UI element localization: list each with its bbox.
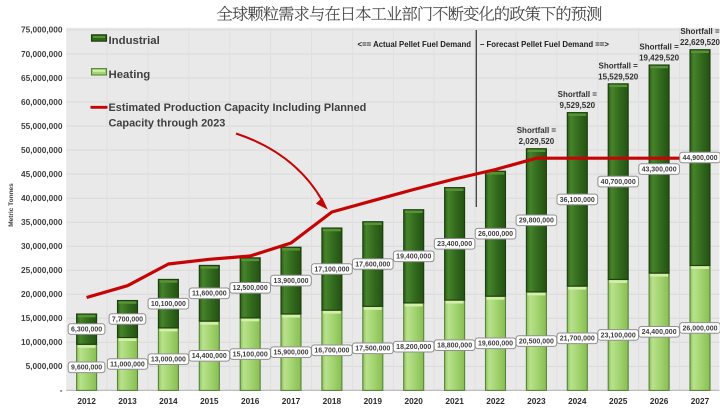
svg-text:Metric Tonnes: Metric Tonnes: [8, 183, 15, 227]
svg-text:43,300,000: 43,300,000: [642, 167, 677, 174]
svg-text:2018: 2018: [323, 396, 342, 406]
svg-text:44,900,000: 44,900,000: [682, 155, 717, 162]
svg-text:5,000,000: 5,000,000: [26, 361, 63, 371]
svg-text:65,000,000: 65,000,000: [21, 73, 63, 83]
svg-text:2026: 2026: [650, 396, 669, 406]
svg-text:2021: 2021: [445, 396, 464, 406]
svg-text:25,000,000: 25,000,000: [21, 265, 63, 275]
svg-text:10,100,000: 10,100,000: [151, 301, 186, 308]
svg-text:11,600,000: 11,600,000: [192, 291, 227, 298]
svg-text:19,429,520: 19,429,520: [639, 54, 680, 63]
svg-text:7,700,000: 7,700,000: [112, 316, 143, 323]
svg-text:10,000,000: 10,000,000: [21, 337, 63, 347]
svg-text:2022: 2022: [486, 396, 505, 406]
svg-text:Heating: Heating: [109, 69, 151, 81]
svg-text:40,700,000: 40,700,000: [601, 179, 636, 186]
svg-text:2023: 2023: [527, 396, 546, 406]
svg-text:17,100,000: 17,100,000: [314, 266, 349, 273]
svg-text:26,000,000: 26,000,000: [682, 325, 717, 332]
svg-text:23,100,000: 23,100,000: [601, 332, 636, 339]
svg-text:2017: 2017: [282, 396, 301, 406]
svg-text:2024: 2024: [568, 396, 587, 406]
svg-text:14,400,000: 14,400,000: [192, 353, 227, 360]
svg-text:29,800,000: 29,800,000: [519, 218, 554, 225]
svg-text:50,000,000: 50,000,000: [21, 145, 63, 155]
svg-text:11,000,000: 11,000,000: [110, 361, 145, 368]
svg-text:2019: 2019: [364, 396, 383, 406]
svg-text:15,100,000: 15,100,000: [233, 352, 268, 359]
svg-text:19,400,000: 19,400,000: [396, 254, 431, 261]
svg-text:26,000,000: 26,000,000: [478, 231, 513, 238]
svg-text:13,900,000: 13,900,000: [273, 278, 308, 285]
svg-text:Shortfall =: Shortfall =: [517, 126, 557, 135]
svg-text:24,400,000: 24,400,000: [642, 329, 677, 336]
svg-text:Shortfall =: Shortfall =: [558, 90, 598, 99]
svg-text:2020: 2020: [404, 396, 423, 406]
svg-text:75,000,000: 75,000,000: [21, 25, 63, 35]
svg-text:18,800,000: 18,800,000: [437, 343, 472, 350]
svg-text:15,529,520: 15,529,520: [598, 72, 639, 81]
svg-text:9,600,000: 9,600,000: [71, 365, 102, 372]
svg-text:15,900,000: 15,900,000: [273, 350, 308, 357]
svg-text:2012: 2012: [77, 396, 96, 406]
svg-text:13,000,000: 13,000,000: [151, 357, 186, 364]
svg-text:2014: 2014: [159, 396, 178, 406]
svg-text:6,300,000: 6,300,000: [71, 327, 102, 334]
svg-text:19,600,000: 19,600,000: [478, 341, 513, 348]
svg-text:17,600,000: 17,600,000: [355, 261, 390, 268]
svg-text:21,700,000: 21,700,000: [560, 336, 595, 343]
svg-text:70,000,000: 70,000,000: [21, 49, 63, 59]
svg-text:15,000,000: 15,000,000: [21, 313, 63, 323]
svg-text:18,200,000: 18,200,000: [396, 344, 431, 351]
svg-text:2013: 2013: [118, 396, 137, 406]
svg-text:Industrial: Industrial: [109, 35, 160, 47]
svg-text:– Forecast Pellet Fuel Demand: – Forecast Pellet Fuel Demand ==>: [480, 40, 609, 49]
svg-text:Shortfall =: Shortfall =: [599, 61, 639, 70]
svg-text:55,000,000: 55,000,000: [21, 121, 63, 131]
svg-text:9,529,520: 9,529,520: [560, 101, 596, 110]
svg-text:60,000,000: 60,000,000: [21, 97, 63, 107]
svg-text:Shortfall =: Shortfall =: [639, 43, 679, 52]
svg-text:35,000,000: 35,000,000: [21, 217, 63, 227]
svg-text:-: -: [60, 385, 63, 395]
svg-text:22,629,520: 22,629,520: [680, 38, 720, 47]
svg-text:2027: 2027: [691, 396, 710, 406]
svg-text:2025: 2025: [609, 396, 628, 406]
svg-text:2016: 2016: [241, 396, 260, 406]
svg-text:Shortfall =: Shortfall =: [680, 27, 720, 36]
svg-text:20,000,000: 20,000,000: [21, 289, 63, 299]
svg-text:36,100,000: 36,100,000: [560, 197, 595, 204]
svg-text:16,700,000: 16,700,000: [314, 348, 349, 355]
svg-text:17,500,000: 17,500,000: [355, 346, 390, 353]
svg-text:40,000,000: 40,000,000: [21, 193, 63, 203]
svg-text:<== Actual Pellet Fuel Demand: <== Actual Pellet Fuel Demand: [358, 40, 472, 49]
svg-text:45,000,000: 45,000,000: [21, 169, 63, 179]
svg-text:2015: 2015: [200, 396, 219, 406]
svg-text:Capacity through 2023: Capacity through 2023: [109, 117, 226, 129]
svg-text:20,500,000: 20,500,000: [519, 339, 554, 346]
svg-text:23,400,000: 23,400,000: [437, 241, 472, 248]
svg-text:12,500,000: 12,500,000: [233, 285, 268, 292]
svg-text:2,029,520: 2,029,520: [519, 137, 555, 146]
svg-text:30,000,000: 30,000,000: [21, 241, 63, 251]
svg-text:Estimated Production Capacity: Estimated Production Capacity Including …: [109, 102, 367, 114]
